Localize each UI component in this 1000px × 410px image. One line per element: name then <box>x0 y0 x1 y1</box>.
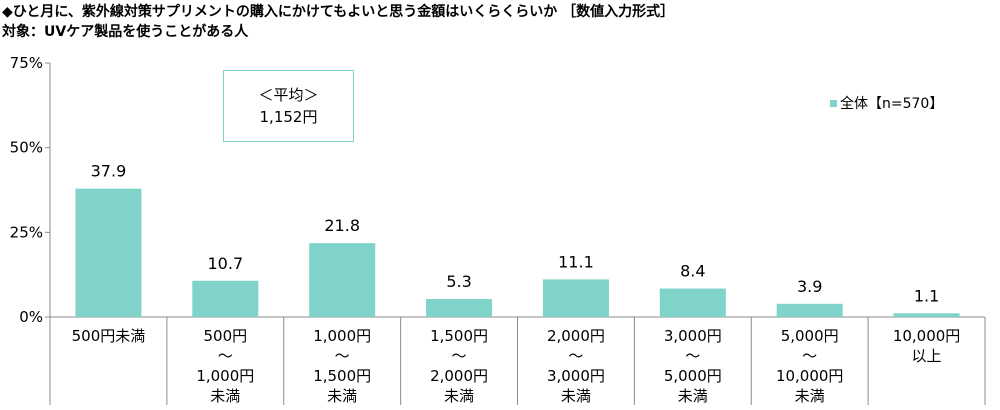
average-box: ＜平均＞ 1,152円 <box>223 70 354 142</box>
data-label: 37.9 <box>91 162 127 181</box>
y-tick-label: 25% <box>10 223 43 241</box>
bar <box>776 303 843 317</box>
average-value: 1,152円 <box>259 108 318 126</box>
x-tick-label: 5,000円～ 10,000円未満 <box>776 327 844 405</box>
bar <box>426 299 493 317</box>
bar <box>309 243 376 317</box>
bar <box>75 188 142 317</box>
bar <box>542 279 609 317</box>
data-label: 5.3 <box>446 272 471 291</box>
y-tick-label: 75% <box>10 54 43 72</box>
bar <box>893 313 960 317</box>
chart-subtitle: 対象：UVケア製品を使うことがある人 <box>2 24 249 40</box>
x-tick-label: 1,500円～ 2,000円未満 <box>430 327 488 405</box>
y-tick-label: 0% <box>19 308 43 326</box>
x-tick-label: 3,000円～ 5,000円未満 <box>664 327 722 405</box>
chart-title: ◆ひと月に、紫外線対策サプリメントの購入にかけてもよいと思う金額はいくらくらいか… <box>2 4 675 20</box>
y-tick-label: 50% <box>10 139 43 157</box>
bar <box>192 280 259 317</box>
data-label: 8.4 <box>680 262 705 281</box>
legend-label: 全体【n=570】 <box>840 96 944 112</box>
x-tick-label: 500円未満 <box>72 327 146 345</box>
legend-swatch <box>830 99 837 107</box>
legend: 全体【n=570】 <box>830 93 943 113</box>
data-label: 3.9 <box>797 277 822 296</box>
x-tick-label: 1,000円～ 1,500円未満 <box>313 327 371 405</box>
x-tick-label: 10,000円以上 <box>893 327 961 365</box>
data-label: 1.1 <box>914 286 939 305</box>
data-label: 11.1 <box>558 252 594 271</box>
data-label: 21.8 <box>324 216 360 235</box>
x-tick-label: 500円～ 1,000円未満 <box>196 327 254 405</box>
x-tick-label: 2,000円～ 3,000円未満 <box>547 327 605 405</box>
data-label: 10.7 <box>208 254 244 273</box>
bar <box>659 288 726 317</box>
average-heading: ＜平均＞ <box>258 86 319 104</box>
